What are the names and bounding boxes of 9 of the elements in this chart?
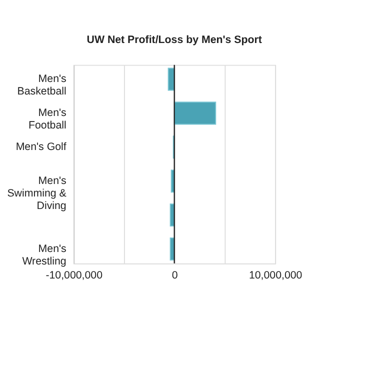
chart-title: UW Net Profit/Loss by Men's Sport: [86, 34, 262, 46]
y-tick-label: Men's Swimming & Diving: [7, 174, 66, 212]
x-tick-label: 0: [172, 269, 178, 282]
y-tick-label: Men's Wrestling: [22, 242, 66, 268]
x-tick-label: 10,000,000: [248, 269, 302, 282]
y-tick-label: Men's Golf: [16, 141, 66, 154]
y-tick-label: Men's Football: [28, 107, 66, 132]
y-tick-label: Men's Basketball: [17, 73, 66, 98]
x-tick-label: -10,000,000: [46, 269, 103, 282]
